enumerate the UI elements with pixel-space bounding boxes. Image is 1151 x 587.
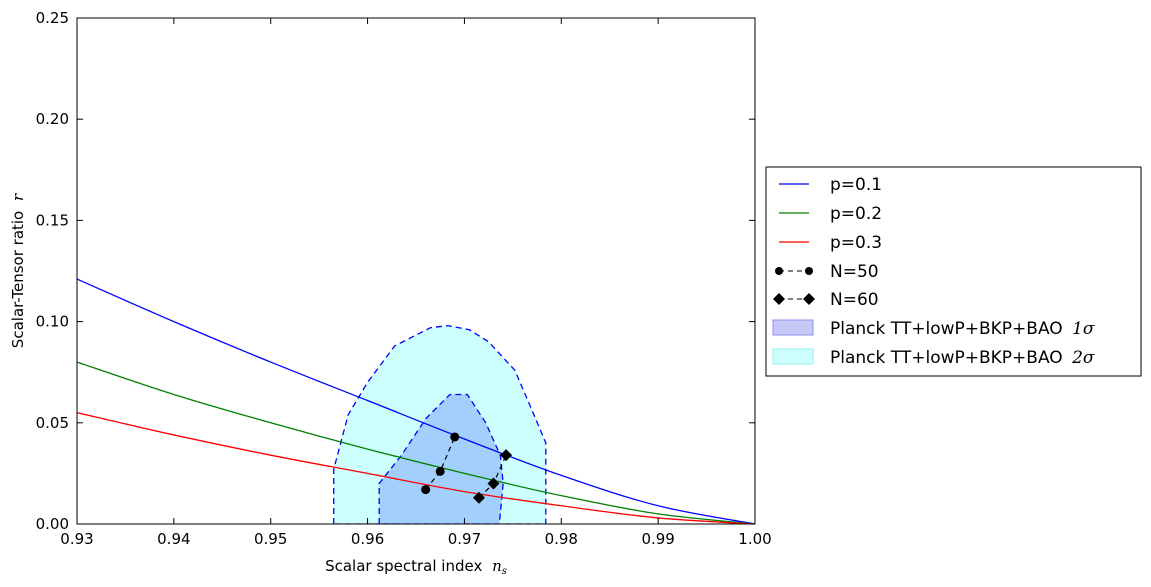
x-tick-label: 1.00 bbox=[738, 530, 771, 548]
legend-label-2sigma-text: Planck TT+lowP+BKP+BAO bbox=[830, 348, 1063, 368]
y-axis-symbol: r bbox=[9, 193, 27, 201]
y-tick-label: 0.10 bbox=[36, 313, 69, 331]
legend-label-n60: N=60 bbox=[830, 290, 879, 310]
point-n60 bbox=[487, 477, 500, 490]
x-tick-labels: 0.93 0.94 0.95 0.96 0.97 0.98 0.99 1.00 bbox=[60, 530, 771, 548]
x-tick-label: 0.93 bbox=[60, 530, 93, 548]
x-tick-label: 0.98 bbox=[545, 530, 578, 548]
y-axis-label: Scalar-Tensor ratio r bbox=[9, 193, 27, 348]
legend-label-1sigma: Planck TT+lowP+BKP+BAO 1σ bbox=[830, 319, 1095, 339]
x-tick-label: 0.97 bbox=[448, 530, 481, 548]
legend-label-2sigma: Planck TT+lowP+BKP+BAO 2σ bbox=[830, 348, 1095, 368]
point-n50 bbox=[435, 466, 445, 476]
legend-label-n50: N=50 bbox=[830, 262, 879, 282]
y-axis-label-text: Scalar-Tensor ratio bbox=[9, 211, 27, 348]
x-axis-symbol-sub: s bbox=[502, 566, 507, 577]
x-tick-label: 0.94 bbox=[157, 530, 190, 548]
x-axis-symbol: n bbox=[492, 557, 502, 575]
legend-box bbox=[765, 166, 1142, 377]
y-tick-label: 0.15 bbox=[36, 211, 69, 229]
point-n50 bbox=[421, 485, 431, 495]
x-axis-label-text: Scalar spectral index bbox=[325, 557, 482, 575]
point-n50 bbox=[450, 432, 460, 442]
y-tick-label: 0.05 bbox=[36, 414, 69, 432]
legend-marker-n50-b bbox=[805, 267, 813, 275]
legend-label-p02: p=0.2 bbox=[830, 204, 882, 224]
legend-marker-n60-b bbox=[803, 293, 815, 305]
point-n60 bbox=[472, 491, 485, 504]
legend-marker-n60-a bbox=[773, 293, 785, 305]
series-line-p01 bbox=[77, 278, 755, 524]
y-tick-label: 0.00 bbox=[36, 515, 69, 533]
x-axis-label: Scalar spectral index ns bbox=[325, 557, 507, 577]
legend-label-2sigma-sym: 2σ bbox=[1071, 348, 1095, 368]
legend-label-1sigma-text: Planck TT+lowP+BKP+BAO bbox=[830, 319, 1063, 339]
y-tick-labels: 0.00 0.05 0.10 0.15 0.20 0.25 bbox=[36, 9, 69, 533]
legend-label-p01: p=0.1 bbox=[830, 175, 882, 195]
y-tick-label: 0.20 bbox=[36, 110, 69, 128]
series-line-p02 bbox=[77, 361, 755, 524]
legend-label-1sigma-sym: 1σ bbox=[1072, 319, 1095, 339]
plot-frame bbox=[76, 17, 756, 525]
x-tick-label: 0.96 bbox=[351, 530, 384, 548]
legend-label-p03: p=0.3 bbox=[830, 233, 882, 253]
y-tick-label: 0.25 bbox=[36, 9, 69, 27]
legend-swatch-2sigma bbox=[772, 348, 814, 365]
legend: p=0.1 p=0.2 p=0.3 N=50 N=60 Planck TT+lo… bbox=[765, 166, 1142, 377]
legend-swatch-1sigma bbox=[772, 319, 814, 336]
point-n60 bbox=[500, 449, 513, 462]
series-line-n50 bbox=[425, 436, 456, 490]
legend-marker-n50-a bbox=[775, 267, 783, 275]
x-tick-label: 0.95 bbox=[254, 530, 287, 548]
plot-content bbox=[77, 278, 755, 524]
plot-area bbox=[77, 278, 755, 524]
x-tick-label: 0.99 bbox=[641, 530, 674, 548]
series-line-p03 bbox=[77, 412, 755, 524]
